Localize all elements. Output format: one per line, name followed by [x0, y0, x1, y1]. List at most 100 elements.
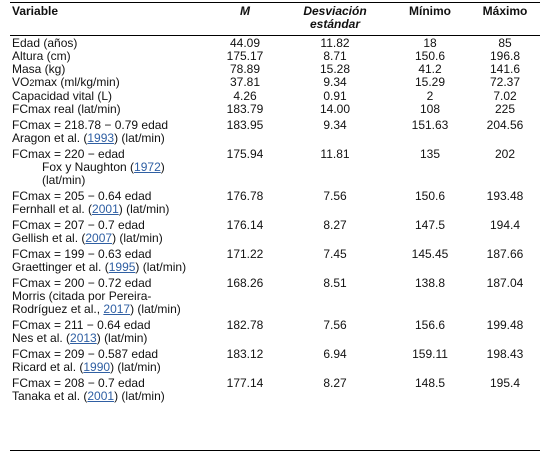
citation-post: ) (lat/min) — [110, 360, 161, 374]
row-variable: VO2max (ml/kg/min) — [10, 76, 210, 90]
header-sd: Desviación estándar — [280, 3, 390, 34]
row-min: 138.8 — [414, 276, 446, 290]
citation-year-link[interactable]: 1995 — [108, 260, 136, 274]
formula-text: FCmax = 199 − 0.63 edad — [12, 247, 152, 261]
descriptive-stats-table: Variable M Desviación estándar Mínimo Má… — [10, 3, 540, 403]
row-variable: FCmax = 220 − edad Fox y Naughton (1972)… — [10, 145, 210, 187]
vo2-prefix: VO — [12, 75, 30, 89]
row-max: 194.4 — [489, 218, 521, 232]
citation-post: ) (lat/min) — [114, 131, 165, 145]
citation-pre: Fernhall et al. ( — [12, 202, 93, 216]
row-variable: Altura (cm) — [12, 49, 71, 63]
row-variable: FCmax = 200 − 0.72 edad Morris (citada p… — [10, 274, 210, 316]
row-mean: 37.81 — [229, 75, 261, 89]
citation-pre: Rodríguez et al., — [12, 302, 104, 316]
header-min: Mínimo — [409, 4, 451, 18]
citation-year-link[interactable]: 1993 — [87, 131, 115, 145]
table-bottom-rule — [10, 450, 540, 451]
row-sd: 11.81 — [320, 147, 350, 161]
formula-text: FCmax = 211 − 0.64 edad — [12, 318, 151, 332]
row-sd: 6.94 — [323, 347, 347, 361]
row-min: 135 — [419, 147, 441, 161]
row-mean: 177.14 — [226, 376, 264, 390]
row-mean: 78.89 — [229, 62, 261, 76]
row-min: 159.11 — [412, 347, 448, 361]
citation-post: ) (lat/min) — [96, 331, 148, 345]
vo2-suffix: max (ml/kg/min) — [34, 75, 120, 89]
formula-text: FCmax = 209 − 0.587 edad — [12, 347, 159, 361]
row-mean: 175.94 — [226, 147, 264, 161]
row-min: 147.5 — [414, 218, 446, 232]
row-min: 150.6 — [414, 189, 446, 203]
row-mean: 182.78 — [226, 318, 264, 332]
row-min: 41.2 — [418, 62, 442, 76]
row-max: 202 — [494, 147, 516, 161]
row-mean: 171.22 — [226, 247, 264, 261]
row-sd: 15.28 — [319, 62, 351, 76]
row-variable: FCmax = 211 − 0.64 edad Nes et al. (2013… — [10, 316, 210, 345]
row-sd: 8.27 — [323, 376, 347, 390]
formula-text: FCmax = 200 − 0.72 edad — [12, 276, 152, 290]
row-min: 15.29 — [414, 75, 446, 89]
table-row: FCmax = 211 − 0.64 edad Nes et al. (2013… — [10, 316, 540, 345]
row-max: 204.56 — [486, 118, 524, 132]
table-row: FCmax = 218.78 − 0.79 edad Aragon et al.… — [10, 116, 540, 145]
row-max: 198.43 — [486, 347, 524, 361]
header-variable: Variable — [12, 4, 59, 18]
row-max: 225 — [494, 102, 516, 116]
row-sd: 8.71 — [323, 49, 347, 63]
formula-text: FCmax = 208 − 0.7 edad — [12, 376, 145, 390]
row-variable: FCmax = 199 − 0.63 edad Graettinger et a… — [10, 245, 210, 274]
row-sd: 7.56 — [323, 189, 347, 203]
table-row: FCmax = 200 − 0.72 edad Morris (citada p… — [10, 274, 540, 316]
row-variable: FCmax = 205 − 0.64 edad Fernhall et al. … — [10, 187, 210, 216]
table-header-row: Variable M Desviación estándar Mínimo Má… — [10, 3, 540, 34]
table-row: Capacidad vital (L) 4.26 0.91 2 7.02 — [10, 90, 540, 103]
row-sd: 9.34 — [323, 118, 347, 132]
table-row: FCmax = 199 − 0.63 edad Graettinger et a… — [10, 245, 540, 274]
row-min: 150.6 — [414, 49, 446, 63]
citation-year-link[interactable]: 2001 — [92, 202, 119, 216]
vo2-subscript: 2 — [29, 78, 35, 88]
citation-pre: Nes et al. ( — [12, 331, 71, 345]
row-sd: 8.51 — [323, 276, 347, 290]
header-max: Máximo — [482, 4, 528, 18]
row-variable: Masa (kg) — [12, 62, 66, 76]
row-variable: Edad (años) — [12, 36, 78, 50]
row-max: 187.66 — [486, 247, 524, 261]
formula-text: FCmax = 220 − edad — [12, 147, 125, 161]
table-row: FCmax = 207 − 0.7 edad Gellish et al. (2… — [10, 216, 540, 245]
formula-text: FCmax = 207 − 0.7 edad — [12, 218, 145, 232]
citation-year-link[interactable]: 1990 — [83, 360, 111, 374]
citation-year-link[interactable]: 2013 — [70, 331, 97, 345]
row-min: 156.6 — [414, 318, 446, 332]
row-sd: 14.00 — [319, 102, 351, 116]
row-max: 141.6 — [489, 62, 521, 76]
citation-pre: Graettinger et al. ( — [12, 260, 109, 274]
citation-year-link[interactable]: 1972 — [134, 160, 161, 174]
citation-line2: Morris (citada por Pereira- — [12, 289, 152, 303]
row-max: 195.4 — [489, 376, 521, 390]
citation-year-link[interactable]: 2007 — [85, 231, 113, 245]
table-row: VO2max (ml/kg/min) 37.81 9.34 15.29 72.3… — [10, 76, 540, 90]
table-row: FCmax = 208 − 0.7 edad Tanaka et al. (20… — [10, 374, 540, 403]
row-max: 193.48 — [486, 189, 524, 203]
row-mean: 44.09 — [229, 36, 261, 50]
formula-text: FCmax = 205 − 0.64 edad — [12, 189, 152, 203]
citation-pre: Gellish et al. ( — [12, 231, 86, 245]
row-variable: FCmax = 208 − 0.7 edad Tanaka et al. (20… — [10, 374, 210, 403]
row-mean: 183.95 — [226, 118, 264, 132]
row-sd: 7.45 — [323, 247, 347, 261]
row-mean: 183.12 — [226, 347, 264, 361]
formula-text: FCmax = 218.78 − 0.79 edad — [12, 118, 169, 132]
citation-pre: Fox y Naughton ( — [42, 160, 135, 174]
citation-pre: Ricard et al. ( — [12, 360, 84, 374]
table-row: FCmax = 209 − 0.587 edad Ricard et al. (… — [10, 345, 540, 374]
citation-year-link[interactable]: 2017 — [103, 302, 131, 316]
table-row: FCmax real (lat/min) 183.79 14.00 108 22… — [10, 103, 540, 116]
citation-year-link[interactable]: 2001 — [87, 389, 115, 403]
table-top-rule — [10, 2, 540, 3]
header-sd-line2: estándar — [309, 17, 361, 31]
table-row: Edad (años) 44.09 11.82 18 85 — [10, 34, 540, 50]
row-max: 199.48 — [486, 318, 524, 332]
